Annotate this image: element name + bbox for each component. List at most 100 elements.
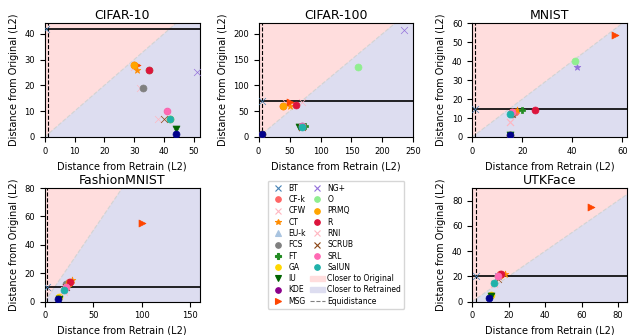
Point bbox=[53, 296, 63, 302]
Title: MNIST: MNIST bbox=[530, 9, 570, 22]
Point bbox=[153, 116, 163, 122]
Point bbox=[485, 294, 495, 299]
Point bbox=[284, 99, 294, 105]
Point bbox=[509, 110, 520, 115]
Point bbox=[61, 282, 71, 287]
Point bbox=[41, 26, 51, 31]
Title: CIFAR-10: CIFAR-10 bbox=[95, 9, 150, 22]
Point bbox=[495, 271, 505, 276]
Point bbox=[144, 67, 154, 73]
Point bbox=[297, 123, 307, 128]
X-axis label: Distance from Retrain (L2): Distance from Retrain (L2) bbox=[271, 161, 401, 171]
Point bbox=[67, 277, 77, 283]
Title: FashionMNIST: FashionMNIST bbox=[79, 174, 166, 187]
Point bbox=[61, 285, 71, 290]
Y-axis label: Distance from Original (L2): Distance from Original (L2) bbox=[9, 14, 19, 146]
Point bbox=[470, 106, 480, 111]
Point bbox=[64, 279, 74, 284]
Title: UTKFace: UTKFace bbox=[523, 174, 577, 187]
Y-axis label: Distance from Original (L2): Distance from Original (L2) bbox=[436, 179, 447, 311]
Point bbox=[54, 294, 65, 300]
Point bbox=[505, 132, 515, 138]
Point bbox=[530, 108, 540, 113]
Point bbox=[505, 132, 515, 138]
Point bbox=[609, 32, 620, 38]
Point bbox=[162, 109, 172, 114]
Point bbox=[353, 65, 363, 70]
Point bbox=[164, 116, 175, 122]
X-axis label: Distance from Retrain (L2): Distance from Retrain (L2) bbox=[485, 326, 614, 335]
Point bbox=[59, 287, 69, 293]
Point bbox=[64, 280, 74, 286]
Title: CIFAR-100: CIFAR-100 bbox=[304, 9, 368, 22]
Legend: BT, CF-k, CFW, CT, EU-k, FCS, FT, GA, IU, KDE, MSG, NG+, O, PRMQ, R, RNI, SCRUB,: BT, CF-k, CFW, CT, EU-k, FCS, FT, GA, IU… bbox=[268, 181, 404, 309]
Point bbox=[132, 62, 142, 67]
Point bbox=[300, 123, 310, 128]
Point bbox=[61, 285, 71, 290]
Point bbox=[297, 124, 307, 129]
Point bbox=[493, 274, 503, 279]
Point bbox=[497, 271, 507, 276]
Point bbox=[507, 112, 517, 117]
Y-axis label: Distance from Original (L2): Distance from Original (L2) bbox=[436, 14, 447, 146]
Y-axis label: Distance from Original (L2): Distance from Original (L2) bbox=[218, 14, 228, 146]
Point bbox=[129, 65, 140, 70]
Point bbox=[162, 109, 172, 114]
Point bbox=[278, 103, 289, 109]
Point bbox=[500, 271, 510, 276]
Point bbox=[572, 64, 582, 70]
Point bbox=[171, 132, 181, 137]
Point bbox=[282, 101, 292, 106]
Point bbox=[135, 85, 145, 90]
Point bbox=[493, 274, 503, 279]
Point bbox=[42, 285, 52, 290]
Point bbox=[171, 127, 181, 132]
X-axis label: Distance from Retrain (L2): Distance from Retrain (L2) bbox=[485, 161, 614, 171]
Point bbox=[129, 62, 140, 67]
Point bbox=[294, 124, 304, 129]
Point bbox=[159, 116, 169, 122]
Point bbox=[59, 287, 69, 293]
Point bbox=[484, 295, 494, 300]
Point bbox=[297, 124, 307, 129]
Point bbox=[471, 274, 481, 279]
Point bbox=[129, 62, 140, 67]
Point bbox=[297, 124, 307, 129]
Point bbox=[164, 116, 175, 122]
Point bbox=[489, 281, 499, 286]
Point bbox=[257, 132, 267, 137]
Point bbox=[489, 280, 499, 285]
Point bbox=[493, 274, 503, 279]
Point bbox=[507, 112, 517, 117]
X-axis label: Distance from Retrain (L2): Distance from Retrain (L2) bbox=[58, 326, 187, 335]
Point bbox=[493, 274, 503, 279]
Point bbox=[505, 132, 515, 138]
Point bbox=[505, 112, 515, 117]
Point bbox=[291, 102, 301, 108]
Point bbox=[493, 276, 503, 281]
Point bbox=[507, 110, 517, 115]
Point bbox=[61, 285, 71, 290]
Point bbox=[507, 110, 517, 115]
Point bbox=[64, 279, 74, 284]
Point bbox=[138, 85, 148, 90]
Point bbox=[399, 27, 409, 33]
Point bbox=[297, 123, 307, 128]
Point bbox=[54, 296, 65, 302]
Point bbox=[59, 287, 69, 293]
Point bbox=[505, 119, 515, 125]
Point bbox=[570, 59, 580, 64]
Point bbox=[505, 119, 515, 125]
Point bbox=[61, 285, 71, 290]
Y-axis label: Distance from Original (L2): Distance from Original (L2) bbox=[9, 179, 19, 311]
Point bbox=[495, 272, 505, 278]
Point bbox=[489, 280, 499, 285]
Point bbox=[257, 98, 267, 104]
Point bbox=[59, 289, 69, 294]
Point bbox=[485, 292, 495, 298]
Point bbox=[191, 70, 202, 75]
Point bbox=[65, 279, 75, 284]
Point bbox=[257, 132, 267, 137]
Point bbox=[278, 103, 289, 109]
X-axis label: Distance from Retrain (L2): Distance from Retrain (L2) bbox=[58, 161, 187, 171]
